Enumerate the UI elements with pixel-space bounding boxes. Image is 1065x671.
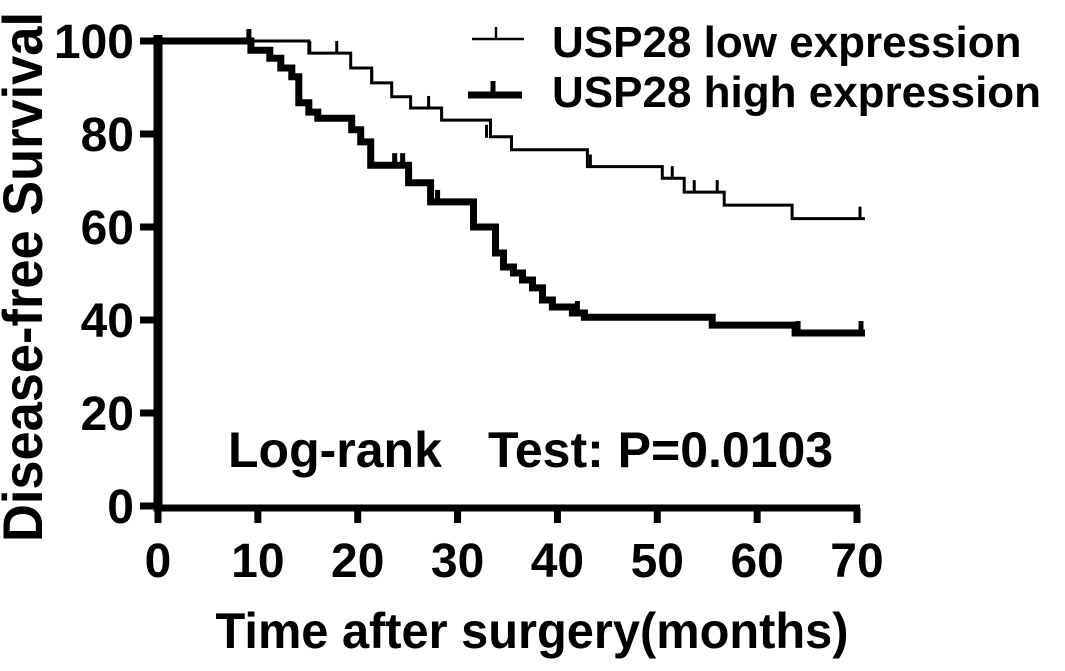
annotation-logrank-label: Log-rank — [228, 422, 442, 478]
series-low-curve — [158, 39, 865, 221]
y-axis-title: Disease-free Survival — [0, 12, 54, 542]
x-tick-label: 60 — [730, 535, 783, 588]
survival-step-curve — [158, 37, 865, 337]
x-tick-label: 0 — [145, 535, 172, 588]
y-tick-label: 60 — [81, 202, 134, 255]
series-high-curve — [158, 29, 865, 337]
x-tick-label: 40 — [531, 535, 584, 588]
x-tick-label: 30 — [431, 535, 484, 588]
x-tick-label: 10 — [231, 535, 284, 588]
x-axis-title: Time after surgery(months) — [216, 603, 849, 659]
legend: USP28 low expression USP28 high expressi… — [468, 18, 1041, 117]
legend-label-low: USP28 low expression — [552, 18, 1022, 67]
x-tick-label: 70 — [830, 535, 883, 588]
y-tick-label: 40 — [81, 295, 134, 348]
legend-item-low: USP28 low expression — [472, 18, 1022, 67]
y-tick-labels: 0 20 40 60 80 100 — [54, 16, 134, 534]
y-tick-label: 100 — [54, 16, 134, 69]
x-tick-label: 20 — [331, 535, 384, 588]
y-tick-marks — [140, 37, 158, 510]
logrank-annotation: Log-rank Test: P=0.0103 — [228, 422, 833, 478]
y-tick-label: 80 — [81, 109, 134, 162]
x-tick-label: 50 — [631, 535, 684, 588]
x-tick-marks — [154, 508, 861, 523]
legend-label-high: USP28 high expression — [552, 68, 1041, 117]
y-tick-label: 0 — [107, 481, 134, 534]
x-tick-labels: 0 10 20 30 40 50 60 70 — [145, 535, 884, 588]
survival-step-curve — [158, 39, 865, 221]
y-tick-label: 20 — [81, 388, 134, 441]
legend-item-high: USP28 high expression — [468, 68, 1041, 117]
annotation-pvalue-label: Test: P=0.0103 — [488, 422, 833, 478]
axes: 0 20 40 60 80 100 0 10 20 30 40 50 60 70 — [54, 16, 884, 588]
